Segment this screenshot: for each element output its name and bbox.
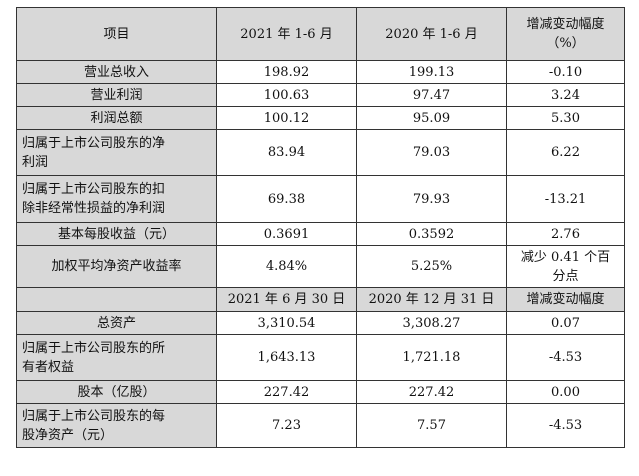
cell-value: 7.57 [356, 403, 507, 448]
financial-summary-table: 项目 2021 年 1-6 月 2020 年 1-6 月 增减变动幅度 （%） … [16, 7, 625, 448]
header-2020-h1: 2020 年 1-6 月 [356, 7, 507, 61]
cell-value: 4.84% [216, 245, 357, 288]
cell-value: 5.30 [506, 106, 625, 130]
table-row: 营业总收入 198.92 199.13 -0.10 [16, 60, 625, 84]
cell-value: 6.22 [506, 129, 625, 176]
cell-value: 7.23 [216, 403, 357, 448]
table-row: 股本（亿股） 227.42 227.42 0.00 [16, 380, 625, 404]
table-row: 归属于上市公司股东的每 股净资产（元） 7.23 7.57 -4.53 [16, 403, 625, 448]
table-row: 利润总额 100.12 95.09 5.30 [16, 106, 625, 130]
cell-value: 227.42 [216, 380, 357, 404]
cell-value: -13.21 [506, 175, 625, 223]
cell-value: 3.24 [506, 83, 625, 107]
table-row: 归属于上市公司股东的所 有者权益 1,643.13 1,721.18 -4.53 [16, 334, 625, 381]
cell-value: 95.09 [356, 106, 507, 130]
table-row: 营业利润 100.63 97.47 3.24 [16, 83, 625, 107]
row-label: 归属于上市公司股东的扣 除非经常性损益的净利润 [16, 175, 217, 223]
row-label: 营业利润 [16, 83, 217, 107]
header-change-rate-line2: （%） [546, 36, 585, 51]
cell-value: 0.3691 [216, 222, 357, 246]
cell-value: 199.13 [356, 60, 507, 84]
row-label: 利润总额 [16, 106, 217, 130]
cell-value: 0.00 [506, 380, 625, 404]
cell-value: 100.63 [216, 83, 357, 107]
row-label-line1: 归属于上市公司股东的净 [22, 135, 166, 151]
table-row: 加权平均净资产收益率 4.84% 5.25% 减少 0.41 个百 分点 [16, 245, 625, 288]
subheader-blank [16, 287, 217, 312]
subheader-change-rate: 增减变动幅度 [506, 287, 625, 312]
cell-value: 227.42 [356, 380, 507, 404]
table-row: 归属于上市公司股东的净 利润 83.94 79.03 6.22 [16, 129, 625, 176]
row-label: 营业总收入 [16, 60, 217, 84]
cell-value: 0.07 [506, 311, 625, 335]
row-label: 归属于上市公司股东的每 股净资产（元） [16, 403, 217, 448]
header-2021-h1: 2021 年 1-6 月 [216, 7, 357, 61]
subheader-2021-06-30: 2021 年 6 月 30 日 [216, 287, 357, 312]
cell-value-line2: 分点 [552, 268, 579, 284]
row-label-line1: 归属于上市公司股东的扣 [22, 182, 166, 197]
cell-value: 1,721.18 [356, 334, 507, 381]
row-label-line2: 股净资产（元） [22, 427, 114, 443]
row-label-line1: 归属于上市公司股东的每 [22, 408, 166, 424]
cell-value-line1: 减少 0.41 个百 [520, 249, 611, 265]
row-label-line1: 归属于上市公司股东的所 [22, 340, 166, 356]
cell-value: 83.94 [216, 129, 357, 176]
cell-value: 97.47 [356, 83, 507, 107]
row-label-line2: 除非经常性损益的净利润 [22, 201, 166, 216]
cell-value: -4.53 [506, 403, 625, 448]
row-label: 股本（亿股） [16, 380, 217, 404]
header-change-rate-line1: 增减变动幅度 [526, 17, 605, 32]
row-label-line2: 利润 [22, 154, 49, 170]
cell-value: 79.03 [356, 129, 507, 176]
cell-value: 2.76 [506, 222, 625, 246]
header-item: 项目 [16, 7, 217, 61]
cell-value: 1,643.13 [216, 334, 357, 381]
table-row: 总资产 3,310.54 3,308.27 0.07 [16, 311, 625, 335]
row-label: 归属于上市公司股东的净 利润 [16, 129, 217, 176]
row-label: 加权平均净资产收益率 [16, 245, 217, 288]
row-label: 总资产 [16, 311, 217, 335]
cell-value: -0.10 [506, 60, 625, 84]
table-row: 基本每股收益（元） 0.3691 0.3592 2.76 [16, 222, 625, 246]
cell-value: 100.12 [216, 106, 357, 130]
cell-value: 减少 0.41 个百 分点 [506, 245, 625, 288]
subheader-2020-12-31: 2020 年 12 月 31 日 [356, 287, 507, 312]
table-subheader-row: 2021 年 6 月 30 日 2020 年 12 月 31 日 增减变动幅度 [16, 287, 625, 312]
table-header-row: 项目 2021 年 1-6 月 2020 年 1-6 月 增减变动幅度 （%） [16, 7, 625, 61]
table-row: 归属于上市公司股东的扣 除非经常性损益的净利润 69.38 79.93 -13.… [16, 175, 625, 223]
row-label: 基本每股收益（元） [16, 222, 217, 246]
cell-value: 5.25% [356, 245, 507, 288]
cell-value: 79.93 [356, 175, 507, 223]
cell-value: 69.38 [216, 175, 357, 223]
header-change-rate: 增减变动幅度 （%） [506, 7, 625, 61]
cell-value: -4.53 [506, 334, 625, 381]
cell-value: 3,308.27 [356, 311, 507, 335]
cell-value: 0.3592 [356, 222, 507, 246]
financial-table-container: 项目 2021 年 1-6 月 2020 年 1-6 月 增减变动幅度 （%） … [16, 7, 625, 448]
cell-value: 3,310.54 [216, 311, 357, 335]
row-label: 归属于上市公司股东的所 有者权益 [16, 334, 217, 381]
row-label-line2: 有者权益 [22, 359, 75, 375]
cell-value: 198.92 [216, 60, 357, 84]
